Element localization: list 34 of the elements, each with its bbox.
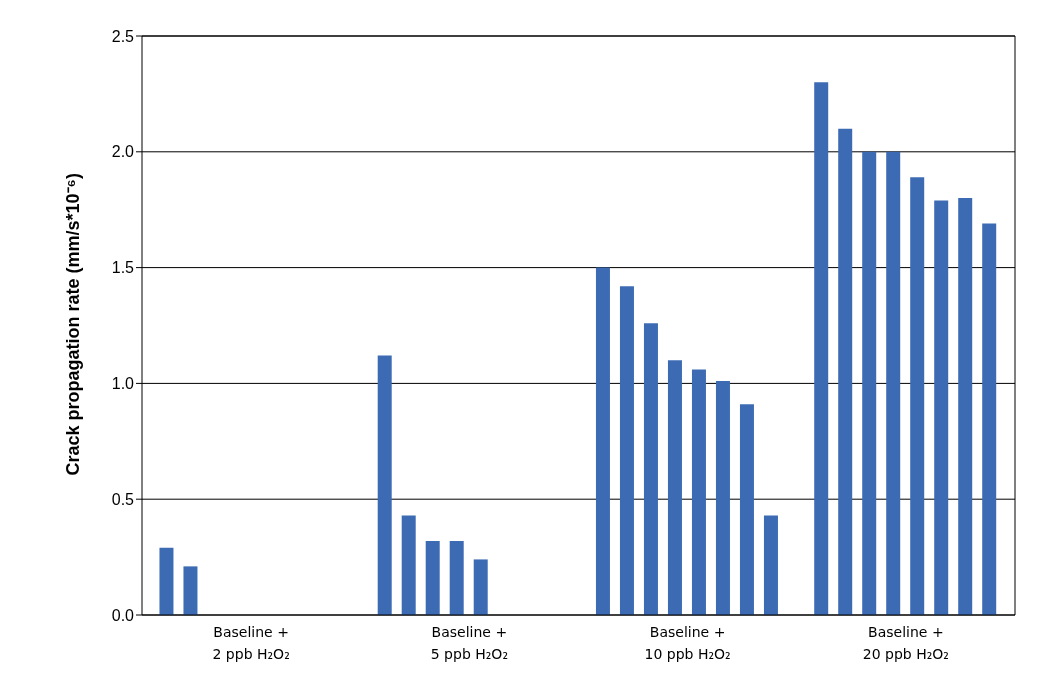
bar <box>739 404 754 615</box>
bar <box>958 198 973 615</box>
bar <box>595 267 610 615</box>
bar <box>862 151 877 615</box>
y-tick-label: 2.0 <box>111 143 135 161</box>
bar <box>838 128 853 615</box>
y-axis-title: Crack propagation rate (mm/s*10⁻⁶) <box>63 173 84 476</box>
x-tick-label: Baseline + 5 ppb H₂O₂ <box>430 624 508 662</box>
bar <box>183 566 198 615</box>
bar <box>473 559 488 615</box>
bar <box>934 200 949 615</box>
bar <box>814 82 829 615</box>
bar <box>910 177 925 615</box>
y-tick-label: 0.5 <box>111 490 135 508</box>
bar <box>401 515 416 615</box>
y-tick-label: 1.5 <box>111 259 135 277</box>
bar <box>982 223 997 615</box>
y-tick-label: 0.0 <box>111 606 135 624</box>
x-tick-label: Baseline + 20 ppb H₂O₂ <box>862 624 949 662</box>
bar <box>425 540 440 615</box>
x-tick-label: Baseline + 2 ppb H₂O₂ <box>212 624 290 662</box>
bar <box>691 369 706 615</box>
x-tick-label: Baseline + 10 ppb H₂O₂ <box>644 624 731 662</box>
bar <box>643 323 658 615</box>
y-tick-label: 2.5 <box>111 27 135 45</box>
bar <box>449 540 464 615</box>
bar <box>159 547 174 615</box>
bar <box>377 355 392 615</box>
y-tick-label: 1.0 <box>111 375 135 393</box>
bar <box>715 381 730 615</box>
bar <box>667 360 682 615</box>
bar <box>763 515 778 615</box>
bar <box>619 286 634 615</box>
bar <box>886 151 901 615</box>
